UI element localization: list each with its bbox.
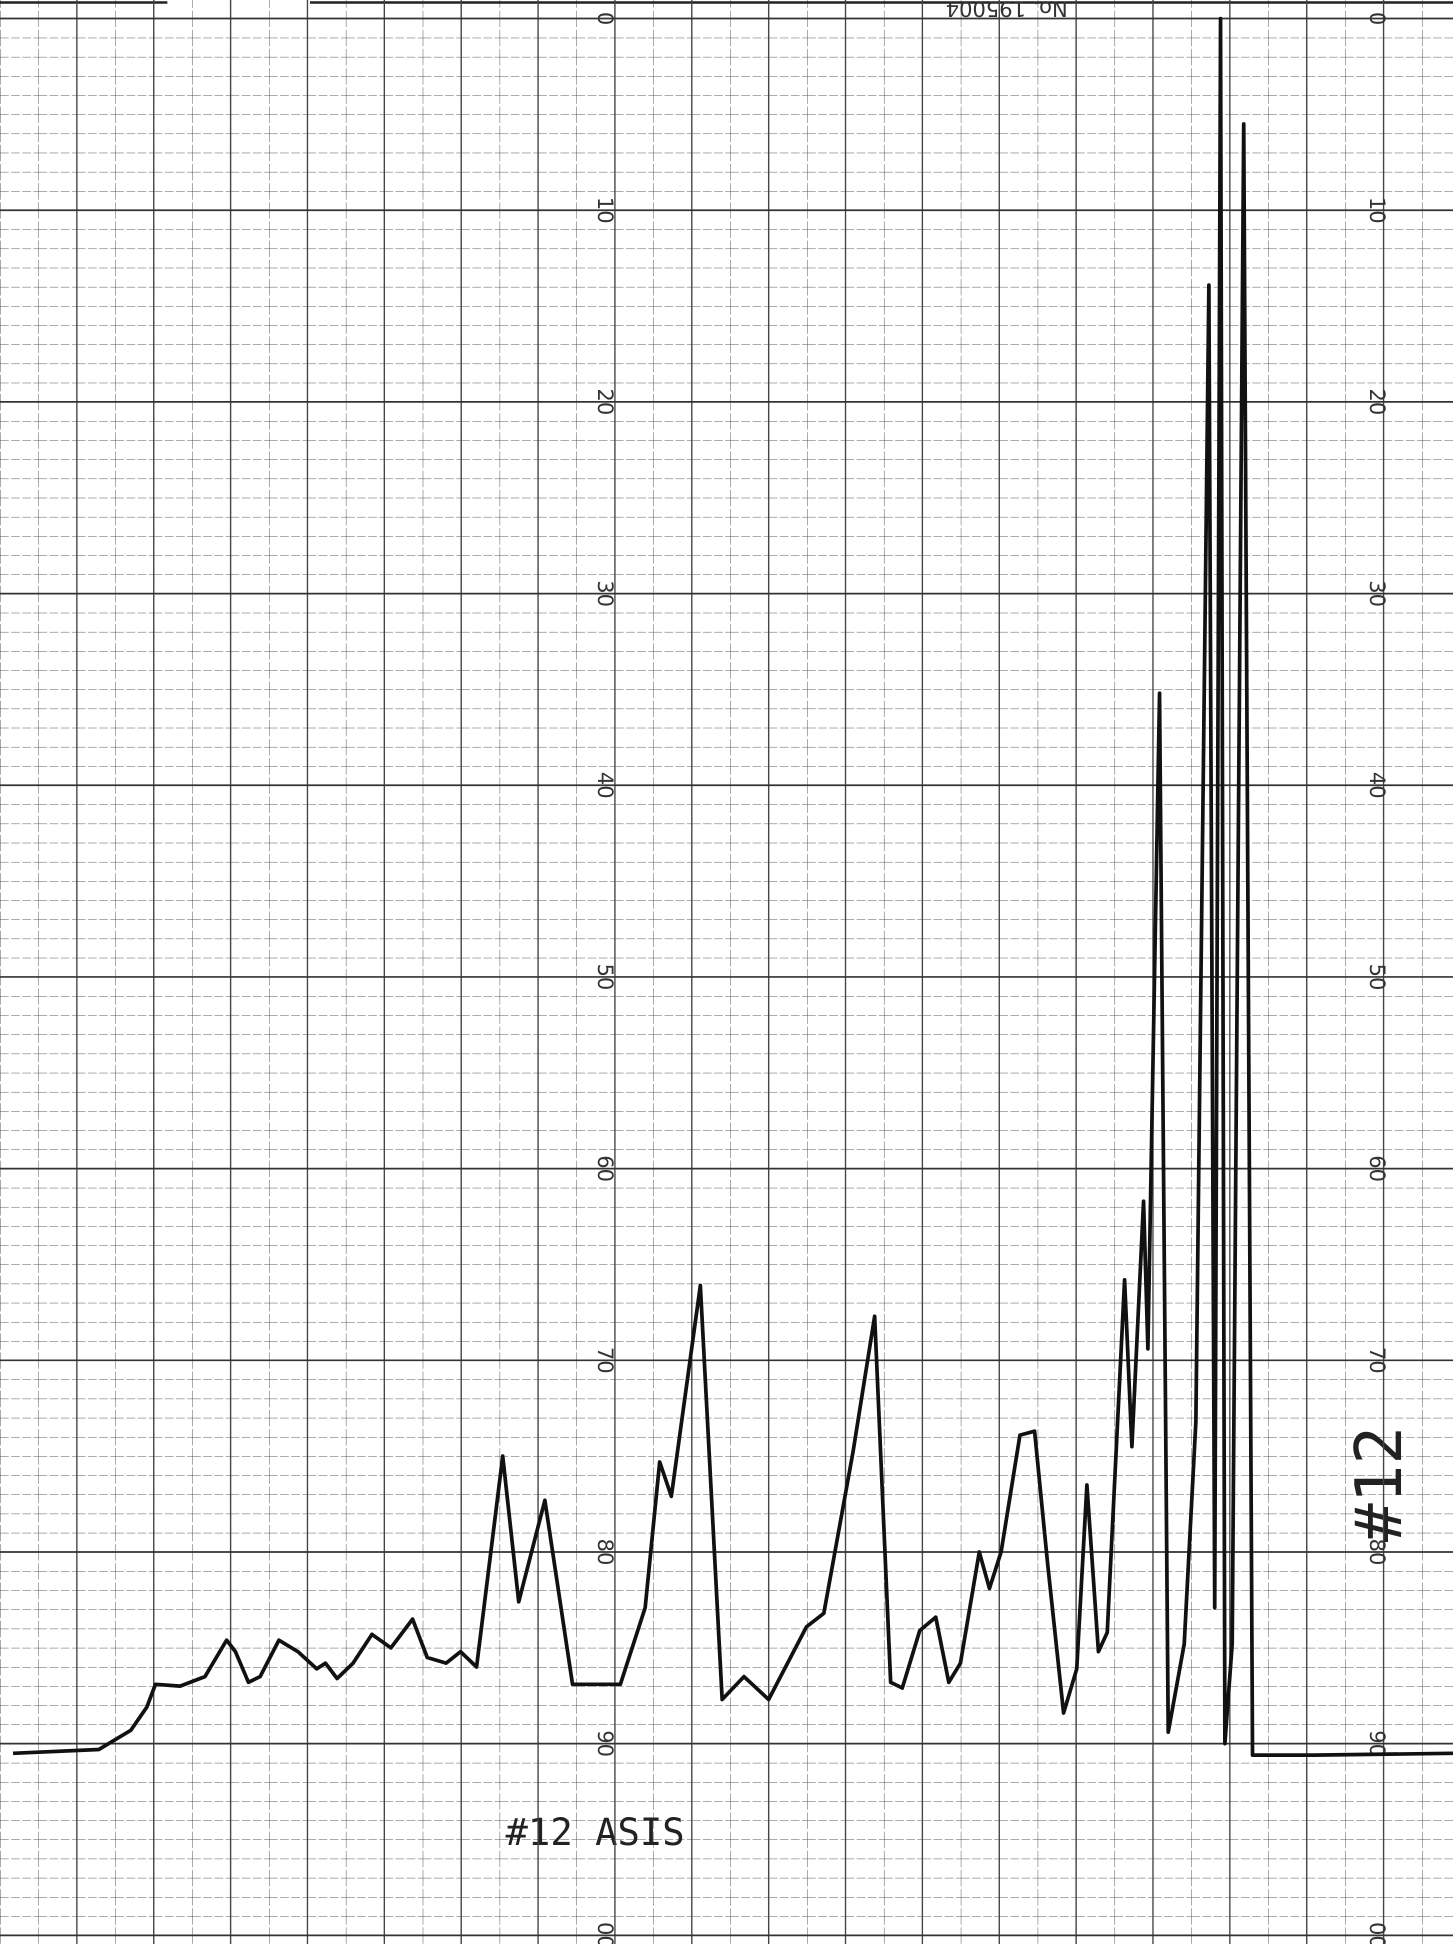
y-tick-label: 60 <box>1365 1155 1390 1182</box>
y-tick-label: 50 <box>593 964 618 991</box>
y-tick-label: 40 <box>593 772 618 799</box>
y-tick-label: 20 <box>593 389 618 416</box>
y-tick-label: 30 <box>593 580 618 607</box>
y-tick-label: 60 <box>593 1155 618 1182</box>
y-tick-label: 50 <box>1365 964 1390 991</box>
y-tick-label: 30 <box>1365 580 1390 607</box>
y-tick-label: 70 <box>1365 1347 1390 1374</box>
y-tick-label: 0 <box>593 12 618 25</box>
y-tick-label: 40 <box>1365 772 1390 799</box>
trace <box>12 16 1453 1758</box>
y-tick-label: 00 <box>593 1922 618 1944</box>
y-tick-label: 20 <box>1365 389 1390 416</box>
y-tick-label: 00 <box>1365 1922 1390 1944</box>
sample-note: #12 <box>1342 1426 1417 1542</box>
serial-number: No. 195004 <box>946 0 1068 21</box>
y-tick-label: 10 <box>1365 197 1390 224</box>
y-tick-label: 70 <box>593 1347 618 1374</box>
y-tick-label: 80 <box>593 1539 618 1566</box>
y-tick-label: 80 <box>1365 1539 1390 1566</box>
y-tick-label: 10 <box>593 197 618 224</box>
y-tick-label: 0 <box>1365 12 1390 25</box>
y-tick-label: 90 <box>593 1730 618 1757</box>
sample-note: #12 ASIS <box>506 1811 685 1854</box>
